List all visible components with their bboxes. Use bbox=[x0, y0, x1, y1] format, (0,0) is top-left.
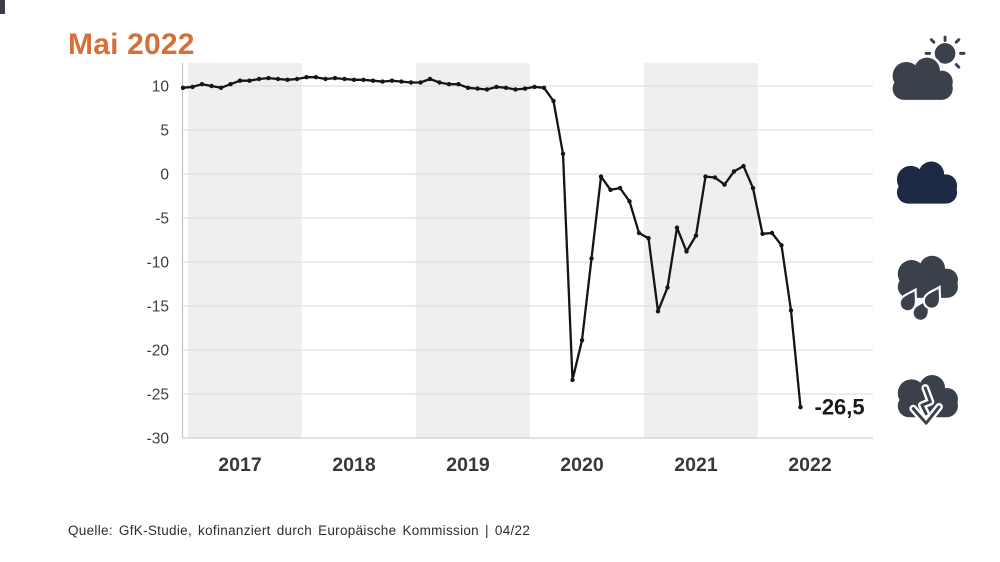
data-point bbox=[684, 249, 689, 254]
data-point bbox=[589, 256, 594, 261]
y-tick-label: 10 bbox=[152, 79, 170, 96]
data-point bbox=[494, 84, 499, 90]
data-point bbox=[275, 76, 281, 82]
data-point bbox=[370, 78, 376, 83]
screen-edge-artifact bbox=[0, 0, 5, 14]
data-point bbox=[760, 231, 765, 236]
x-tick-label: 2018 bbox=[332, 454, 376, 476]
data-point bbox=[475, 86, 480, 91]
y-tick-label: 5 bbox=[160, 123, 169, 140]
page-title: Mai 2022 bbox=[68, 28, 195, 62]
data-point bbox=[228, 82, 233, 87]
y-tick-label: -20 bbox=[147, 343, 170, 360]
dark-cloud-icon bbox=[896, 161, 958, 204]
x-tick-label: 2017 bbox=[218, 454, 261, 476]
data-point bbox=[456, 82, 461, 87]
data-point bbox=[731, 169, 737, 174]
y-tick-label: -30 bbox=[147, 431, 170, 448]
year-band-2017 bbox=[187, 63, 302, 438]
raindrops bbox=[898, 285, 942, 322]
x-tick-label: 2020 bbox=[560, 454, 604, 476]
data-point bbox=[703, 174, 708, 179]
y-tick-label: -10 bbox=[147, 255, 170, 272]
data-point bbox=[722, 182, 727, 187]
data-point bbox=[627, 199, 632, 204]
data-point bbox=[190, 84, 195, 90]
x-tick-label: 2022 bbox=[788, 454, 832, 476]
data-point bbox=[313, 75, 319, 80]
y-tick-label: -15 bbox=[147, 299, 169, 316]
data-point bbox=[503, 85, 509, 91]
data-point bbox=[541, 85, 547, 91]
data-point bbox=[218, 85, 224, 91]
x-tick-label: 2019 bbox=[446, 454, 490, 476]
data-point bbox=[532, 84, 537, 90]
data-point bbox=[446, 82, 452, 87]
data-point bbox=[361, 77, 366, 83]
data-point bbox=[399, 79, 404, 84]
data-point bbox=[608, 187, 613, 192]
data-point bbox=[788, 308, 794, 313]
y-tick-label: -5 bbox=[155, 211, 169, 228]
data-point bbox=[256, 76, 262, 82]
data-point bbox=[209, 83, 214, 89]
data-point bbox=[598, 174, 604, 179]
data-point bbox=[247, 78, 252, 83]
data-point bbox=[437, 80, 442, 85]
data-point bbox=[741, 163, 746, 169]
data-point bbox=[323, 76, 328, 82]
data-point bbox=[712, 175, 718, 180]
data-point bbox=[646, 236, 651, 241]
data-point bbox=[655, 309, 661, 314]
data-point bbox=[484, 87, 490, 92]
data-point bbox=[294, 76, 300, 82]
data-point bbox=[750, 185, 756, 191]
cloud-down-arrow-icon bbox=[897, 375, 958, 428]
data-point bbox=[579, 338, 585, 343]
end-value-label: -26,5 bbox=[815, 395, 865, 420]
data-point bbox=[522, 86, 528, 91]
data-point bbox=[342, 76, 347, 82]
data-point bbox=[199, 82, 205, 87]
y-tick-label: 0 bbox=[160, 167, 169, 184]
year-band-2021 bbox=[643, 63, 758, 438]
data-point bbox=[332, 75, 338, 81]
y-tick-label: -25 bbox=[147, 387, 169, 404]
data-point bbox=[674, 225, 680, 230]
sun-behind-cloud-icon bbox=[890, 35, 966, 102]
data-point bbox=[427, 76, 433, 82]
data-point bbox=[380, 79, 385, 84]
data-point bbox=[389, 78, 395, 83]
data-point bbox=[237, 78, 243, 83]
data-point bbox=[779, 243, 784, 248]
data-point bbox=[560, 151, 566, 156]
data-point bbox=[285, 77, 290, 83]
data-point bbox=[513, 87, 518, 92]
data-point bbox=[465, 85, 471, 91]
data-point bbox=[769, 230, 775, 236]
data-point bbox=[693, 233, 699, 238]
data-point bbox=[418, 80, 423, 85]
year-band-2019 bbox=[415, 63, 530, 438]
data-point bbox=[798, 405, 803, 410]
data-point bbox=[551, 98, 556, 104]
data-point bbox=[304, 75, 309, 80]
data-point bbox=[665, 285, 670, 290]
data-point bbox=[408, 80, 414, 85]
data-point bbox=[570, 377, 575, 383]
data-point bbox=[180, 85, 186, 91]
rain-cloud-icon bbox=[897, 255, 958, 322]
consumer-climate-line-chart: 10 5 0 -5 -10 -15 -20 -25 -30 2017 2018 2019 2020 202… bbox=[147, 63, 873, 476]
x-tick-label: 2021 bbox=[674, 454, 718, 476]
data-point bbox=[266, 75, 271, 81]
down-arrow bbox=[909, 384, 943, 428]
source-note: Quelle: GfK-Studie, kofinanziert durch E… bbox=[68, 523, 531, 538]
data-point bbox=[617, 185, 623, 191]
weather-icon-column bbox=[884, 0, 970, 470]
data-point bbox=[351, 77, 357, 83]
data-point bbox=[636, 230, 642, 236]
